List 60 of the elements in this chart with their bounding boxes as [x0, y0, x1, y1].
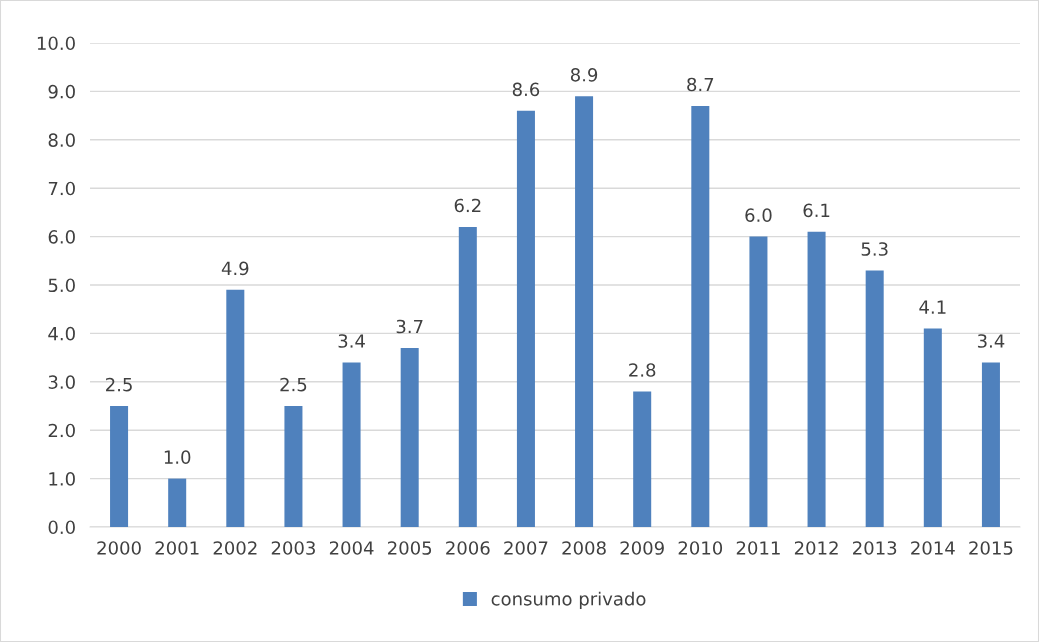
y-tick-label: 2.0 — [48, 423, 75, 438]
x-tick-label: 2015 — [969, 541, 1013, 555]
x-tick-label: 2013 — [853, 541, 897, 555]
data-label: 1.0 — [164, 450, 191, 464]
y-tick-label: 10.0 — [37, 36, 75, 51]
x-tick-label: 2007 — [504, 541, 548, 555]
y-tick-label: 8.0 — [48, 133, 75, 147]
x-tick-label: 2014 — [911, 541, 955, 555]
bar — [923, 328, 942, 527]
y-tick-label: 4.0 — [48, 326, 75, 341]
x-tick-label: 2004 — [329, 541, 374, 555]
x-tick-label: 2010 — [678, 541, 723, 555]
data-label: 3.4 — [977, 334, 1005, 348]
data-label: 3.7 — [396, 319, 423, 334]
data-label: 4.1 — [919, 300, 946, 314]
data-label: 6.0 — [745, 208, 772, 222]
data-label: 4.9 — [221, 261, 249, 276]
bar — [516, 110, 535, 527]
x-tick-label: 2008 — [562, 541, 606, 555]
y-tick-label: 3.0 — [48, 375, 75, 389]
bar — [284, 406, 303, 527]
y-tick-label: 7.0 — [48, 181, 75, 196]
data-label: 6.2 — [454, 198, 481, 213]
data-label: 2.5 — [280, 377, 307, 392]
bar — [458, 226, 477, 527]
bar — [691, 105, 710, 527]
x-tick-label: 2000 — [97, 541, 141, 555]
bar — [342, 362, 361, 527]
y-tick-label: 0.0 — [48, 520, 75, 535]
x-tick-label: 2005 — [388, 541, 432, 555]
data-label: 2.8 — [629, 363, 656, 377]
bar — [981, 362, 1000, 527]
x-tick-label: 2011 — [736, 541, 780, 555]
bar — [110, 406, 129, 527]
x-tick-label: 2003 — [271, 541, 315, 555]
data-label: 5.3 — [861, 242, 888, 256]
data-label: 8.6 — [512, 82, 540, 97]
data-label: 6.1 — [803, 203, 830, 218]
data-label: 8.9 — [570, 67, 598, 82]
x-tick-label: 2012 — [794, 541, 838, 555]
y-tick-label: 6.0 — [48, 230, 75, 244]
data-label: 3.4 — [338, 334, 365, 348]
bar — [168, 478, 187, 527]
bar — [226, 289, 245, 527]
legend-label: consumo privado — [491, 591, 646, 610]
bar — [865, 270, 884, 527]
bar — [400, 347, 419, 527]
x-tick-label: 2009 — [620, 541, 664, 555]
y-tick-label: 9.0 — [48, 84, 75, 99]
y-tick-label: 5.0 — [48, 278, 75, 293]
data-label: 2.5 — [106, 377, 132, 392]
bar — [575, 96, 594, 527]
data-label: 8.7 — [687, 77, 714, 92]
x-tick-label: 2001 — [155, 541, 199, 555]
y-tick-label: 1.0 — [49, 472, 75, 486]
bar — [749, 236, 768, 527]
bar — [807, 231, 826, 527]
bar — [633, 391, 652, 527]
x-tick-label: 2002 — [213, 541, 257, 555]
x-tick-label: 2006 — [446, 541, 490, 555]
